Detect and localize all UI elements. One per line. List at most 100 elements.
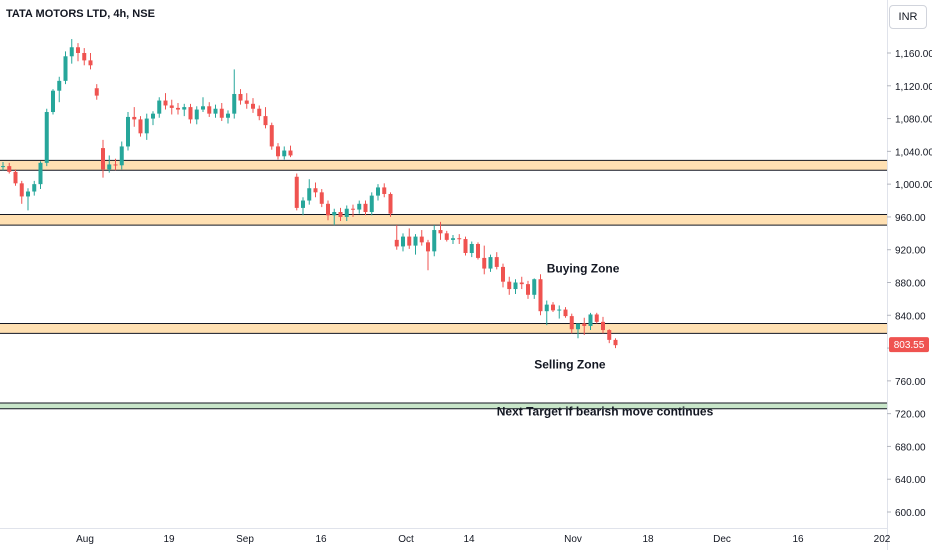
candle-body <box>276 146 280 157</box>
candle-body <box>101 148 105 170</box>
candle-body <box>494 257 499 267</box>
candle-body <box>401 236 405 247</box>
candle <box>376 184 380 201</box>
candle-body <box>32 184 37 192</box>
candle <box>607 329 612 344</box>
candle-body <box>69 47 74 57</box>
candle-body <box>51 90 55 113</box>
candle <box>363 200 368 216</box>
candle-body <box>394 239 399 247</box>
candle-body <box>519 282 524 285</box>
candle <box>244 93 249 109</box>
last-price-label: 803.55 <box>894 340 925 351</box>
candle-body <box>263 116 268 126</box>
candle-body <box>126 116 130 147</box>
x-tick-label: Dec <box>713 534 731 545</box>
candle-body <box>176 107 180 110</box>
candle-body <box>219 108 224 118</box>
candle <box>569 313 574 334</box>
candle-body <box>451 238 455 240</box>
candle-body <box>538 279 543 312</box>
candle <box>144 113 149 140</box>
candle-body <box>369 195 374 213</box>
candle <box>132 107 137 127</box>
candle <box>94 84 99 100</box>
candle-body <box>313 188 318 193</box>
candle-body <box>7 166 12 172</box>
candles-layer <box>1 39 618 349</box>
y-tick-label: 1,160.00 <box>895 49 932 60</box>
candle-body <box>326 203 330 216</box>
candle-body <box>526 284 530 295</box>
candle <box>526 280 530 299</box>
candle-body <box>144 118 149 134</box>
candle <box>507 276 512 295</box>
candle <box>501 263 505 288</box>
candle-body <box>482 257 487 269</box>
candle-body <box>294 176 299 208</box>
currency-button[interactable]: INR <box>889 5 927 29</box>
annotation-label: Next Target if bearish move continues <box>497 404 714 418</box>
candle <box>51 89 55 115</box>
candle <box>157 97 162 118</box>
candle-body <box>351 208 355 210</box>
candle <box>163 93 168 110</box>
candle-body <box>282 150 287 157</box>
candle-body <box>476 243 480 258</box>
zone-zone-3 <box>0 323 887 334</box>
candle-body <box>426 242 430 252</box>
x-tick-label: Aug <box>76 534 94 545</box>
y-tick-label: 880.00 <box>895 279 926 290</box>
candle <box>151 111 155 126</box>
candle <box>451 234 455 244</box>
candle <box>419 230 424 246</box>
x-tick-label: 202 <box>874 534 891 545</box>
candle-body <box>288 150 293 156</box>
candle <box>563 307 568 318</box>
candle-body <box>207 106 212 114</box>
candle <box>388 192 393 217</box>
candle <box>357 200 362 214</box>
candle-body <box>307 188 312 201</box>
candle <box>338 207 343 222</box>
annotations-layer: Buying Zone Selling Zone Next Target if be… <box>497 262 714 419</box>
candle-body <box>244 100 249 104</box>
candle <box>76 43 80 62</box>
candle <box>226 110 230 124</box>
candle-body <box>588 314 593 326</box>
candle <box>13 169 18 186</box>
x-tick-label: Nov <box>564 534 582 545</box>
candle <box>119 141 124 170</box>
candle-body <box>257 108 262 117</box>
candle-body <box>601 321 605 331</box>
candle <box>32 180 37 196</box>
candle-body <box>501 266 505 282</box>
candle-body <box>194 109 199 120</box>
candle-body <box>413 236 418 246</box>
x-tick-label: 14 <box>463 534 475 545</box>
candle <box>1 162 5 171</box>
candle-body <box>469 243 474 253</box>
candle-body <box>38 162 43 185</box>
candle <box>88 53 93 70</box>
candle-body <box>319 192 324 204</box>
candle <box>251 98 255 113</box>
candle <box>413 234 418 255</box>
x-axis: Aug 19 Sep 16 Oct 14 Nov 18 Dec 16 202 <box>0 528 891 545</box>
x-tick-label: Sep <box>236 534 254 545</box>
candle-body <box>544 304 549 312</box>
candle-body <box>532 279 537 295</box>
candle-body <box>607 330 612 340</box>
x-tick-label: 19 <box>163 534 175 545</box>
y-tick-label: 720.00 <box>895 410 926 421</box>
candle <box>169 99 174 115</box>
x-tick-label: Oct <box>398 534 414 545</box>
candle <box>219 102 224 122</box>
candle <box>269 122 274 150</box>
candle-body <box>507 281 512 290</box>
y-tick-label: 1,040.00 <box>895 147 932 158</box>
candle <box>19 180 24 204</box>
candle <box>444 230 449 242</box>
